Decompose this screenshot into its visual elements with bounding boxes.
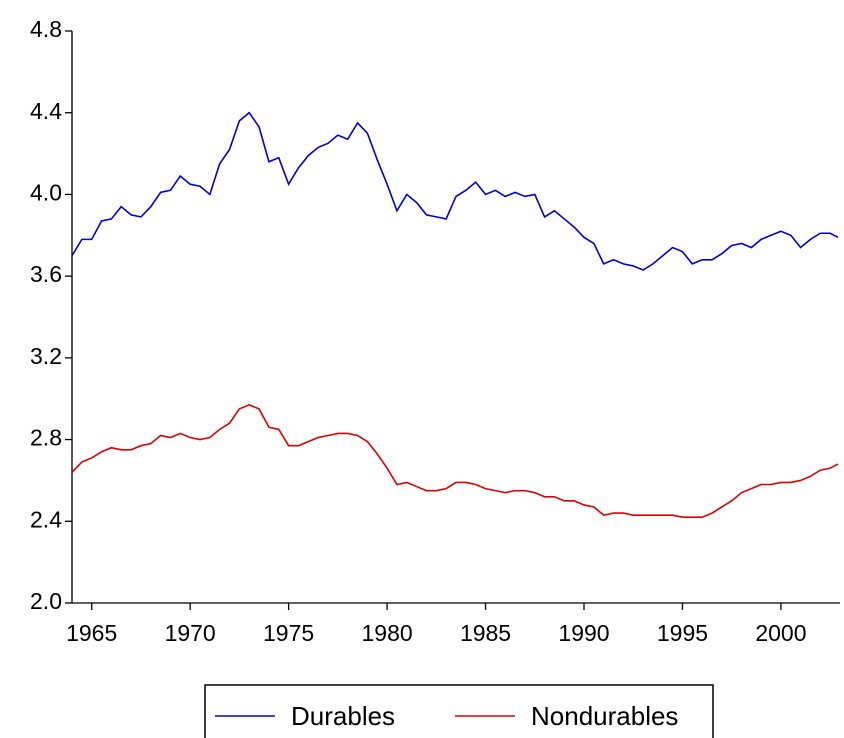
- legend-label: Nondurables: [531, 701, 678, 731]
- series-line: [71, 111, 839, 271]
- y-tick-label: 3.6: [30, 261, 62, 287]
- x-tick-label: 1970: [165, 620, 216, 646]
- y-tick-label: 2.4: [30, 506, 62, 532]
- y-tick-label: 4.8: [30, 16, 62, 42]
- y-tick-label: 2.8: [30, 425, 62, 451]
- legend-box: [204, 684, 714, 738]
- x-tick-label: 1990: [558, 620, 609, 646]
- x-tick-label: 1980: [361, 620, 412, 646]
- y-tick-label: 4.0: [30, 180, 62, 206]
- x-tick-label: 1975: [263, 620, 314, 646]
- y-tick-label: 2.0: [30, 588, 62, 614]
- legend-label: Durables: [291, 701, 395, 731]
- x-tick-label: 1985: [460, 620, 511, 646]
- x-tick-label: 1965: [66, 620, 117, 646]
- y-tick-label: 3.2: [30, 343, 62, 369]
- x-tick-label: 2000: [755, 620, 806, 646]
- x-tick-label: 1995: [657, 620, 708, 646]
- series-line: [71, 403, 839, 518]
- y-tick-label: 4.4: [30, 98, 62, 124]
